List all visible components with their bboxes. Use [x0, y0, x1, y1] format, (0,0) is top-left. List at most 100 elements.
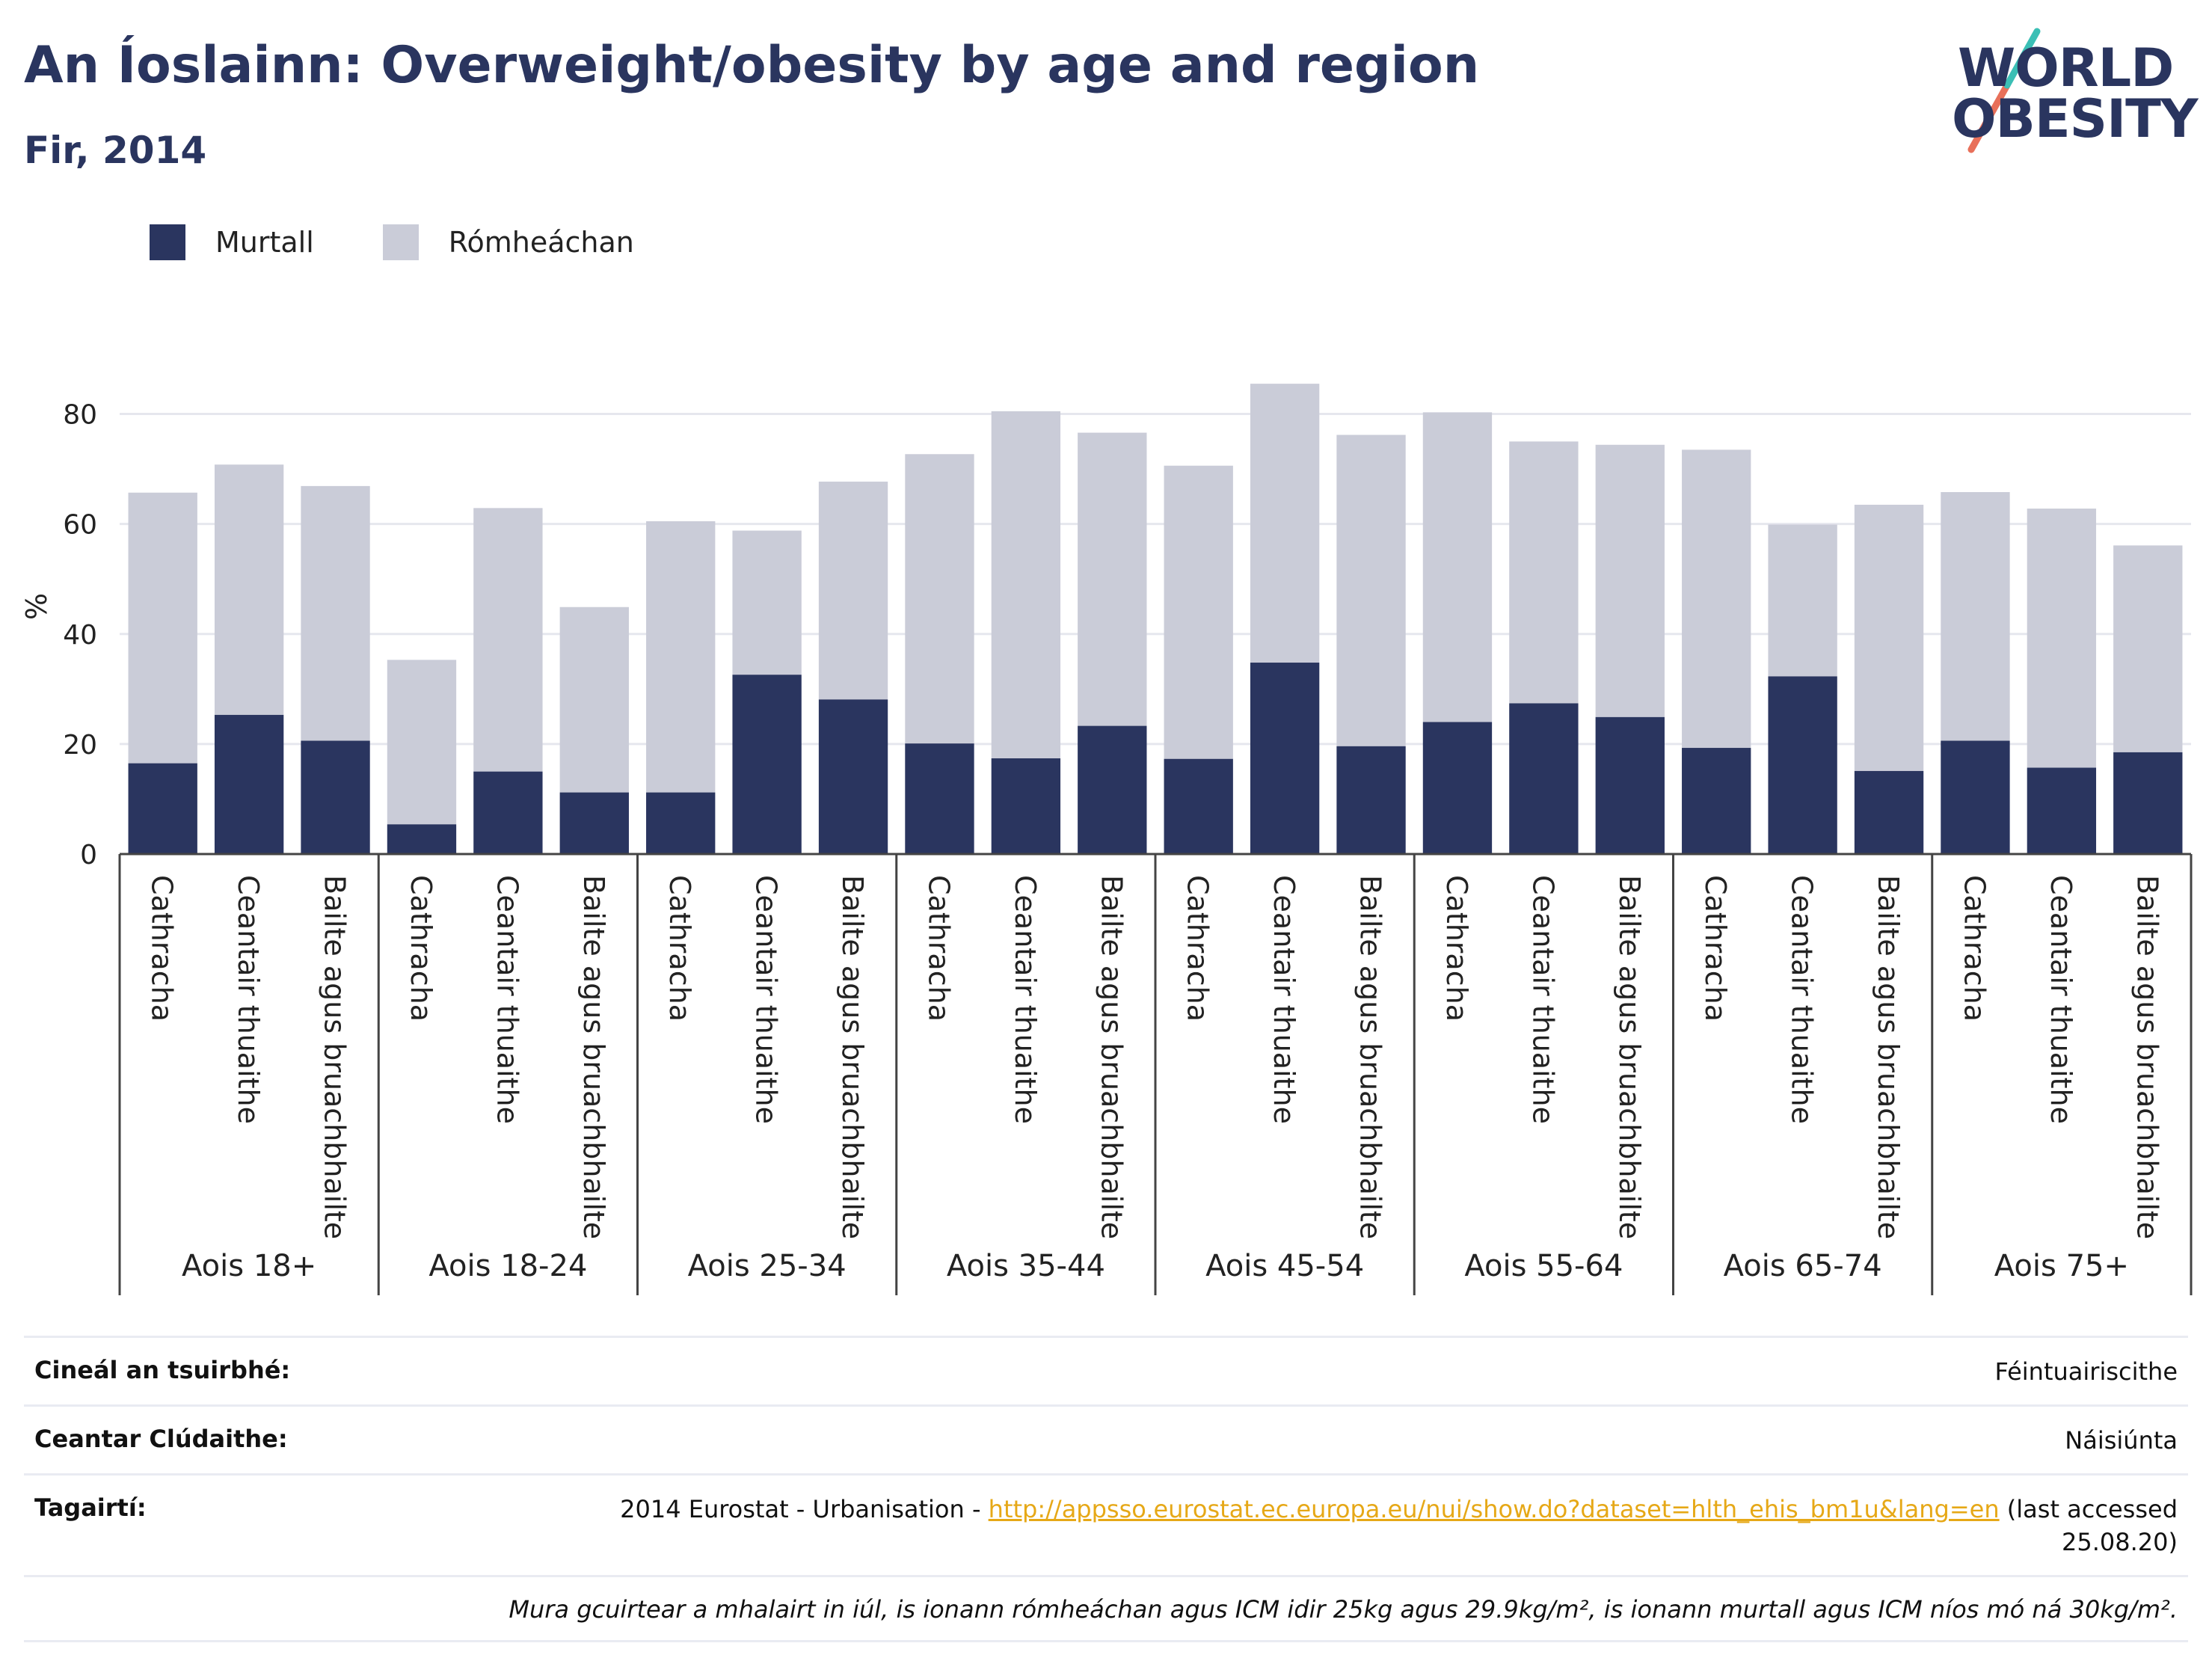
bar-overweight — [301, 485, 370, 741]
bar-overweight — [2113, 545, 2183, 752]
group-label: Aois 45-54 — [1205, 1249, 1364, 1283]
bar-overweight — [905, 454, 974, 744]
page-subtitle: Fir, 2014 — [24, 129, 207, 172]
bar-overweight — [473, 508, 543, 772]
x-tick-label: Cathracha — [1699, 875, 1732, 1022]
x-tick-label: Bailte agus bruachbhailte — [836, 875, 869, 1239]
x-tick-label: Bailte agus bruachbhailte — [1095, 875, 1128, 1239]
group-label: Aois 25-34 — [688, 1249, 847, 1283]
bar-overweight — [559, 607, 629, 793]
bar-obese — [214, 714, 284, 854]
legend-label-obese: Murtall — [215, 226, 314, 259]
logo-line1: WORLD — [1958, 37, 2174, 99]
x-tick-label: Ceantair thuaithe — [1009, 875, 1042, 1124]
y-tick-label: 80 — [63, 400, 97, 431]
bar-overweight — [1250, 384, 1320, 663]
survey-type-value: Féintuairiscithe — [1994, 1357, 2178, 1386]
group-label: Aois 65-74 — [1724, 1249, 1882, 1283]
x-tick-label: Cathracha — [146, 875, 179, 1022]
bar-obese — [1509, 703, 1579, 854]
stacked-bar-chart: 0 20 40 60 80% Cathracha Ceantair thuaithe Bail… — [20, 384, 2193, 1295]
group-label: Aois 18+ — [182, 1249, 316, 1283]
y-tick-label: 0 — [80, 840, 97, 871]
x-tick-label: Ceantair thuaithe — [232, 875, 265, 1124]
bar-obese — [1854, 770, 1924, 854]
legend-swatch-overweight — [382, 224, 419, 260]
world-obesity-logo: WORLD OBESITY — [1944, 21, 2199, 156]
bar-obese — [1250, 663, 1320, 854]
x-tick-label: Ceantair thuaithe — [750, 875, 783, 1124]
bar-obese — [2113, 752, 2183, 854]
bar-overweight — [1336, 435, 1406, 746]
x-tick-label: Cathracha — [405, 875, 437, 1022]
legend-item-obese[interactable]: Murtall — [150, 224, 314, 260]
bar-overweight — [732, 530, 802, 675]
x-tick-label: Cathracha — [922, 875, 955, 1022]
bar-overweight — [1509, 441, 1579, 704]
bar-obese — [1595, 716, 1665, 854]
logo-slash-icon — [1967, 28, 2041, 153]
bar-overweight — [1682, 449, 1751, 749]
coverage-value: Náisiúnta — [2065, 1426, 2178, 1455]
bar-overweight — [646, 521, 716, 793]
x-tick-label: Cathracha — [1958, 875, 1991, 1022]
bar-overweight — [1854, 504, 1924, 771]
bar-obese — [1336, 746, 1406, 854]
bar-obese — [559, 792, 629, 854]
bar-obese — [387, 824, 457, 854]
bar-obese — [1768, 676, 1837, 854]
x-tick-label: Ceantair thuaithe — [2044, 875, 2077, 1124]
bar-overweight — [1078, 432, 1147, 726]
coverage-label: Ceantar Clúdaithe: — [34, 1425, 288, 1454]
bar-overweight — [387, 660, 457, 825]
x-tick-label: Ceantair thuaithe — [1268, 875, 1300, 1124]
bar-overweight — [2027, 509, 2097, 768]
references-prefix: 2014 Eurostat - Urbanisation - — [620, 1495, 989, 1524]
group-label: Aois 75+ — [1994, 1249, 2129, 1283]
group-label: Aois 35-44 — [947, 1249, 1105, 1283]
bar-overweight — [1941, 492, 2010, 741]
bar-overweight — [818, 482, 888, 700]
info-row-references: Tagairtí: 2014 Eurostat - Urbanisation -… — [24, 1473, 2188, 1574]
references-label: Tagairtí: — [34, 1493, 147, 1523]
x-tick-label: Bailte agus bruachbhailte — [1613, 875, 1646, 1239]
info-row-coverage: Ceantar Clúdaithe: Náisiúnta — [24, 1404, 2188, 1473]
bar-overweight — [991, 411, 1061, 759]
info-row-note: Mura gcuirtear a mhalairt in iúl, is ion… — [24, 1574, 2188, 1642]
bar-obese — [1682, 748, 1751, 854]
bar-overweight — [1768, 524, 1837, 677]
bar-obese — [1164, 758, 1233, 854]
survey-type-label: Cineál an tsuirbhé: — [34, 1356, 291, 1384]
x-tick-label: Bailte agus bruachbhailte — [1872, 875, 1905, 1239]
bar-obese — [905, 743, 974, 854]
chart-legend: Murtall Rómheáchan — [150, 223, 669, 262]
legend-swatch-obese — [150, 224, 185, 260]
group-label: Aois 55-64 — [1464, 1249, 1623, 1283]
x-tick-label: Ceantair thuaithe — [1786, 875, 1819, 1124]
bar-obese — [732, 675, 802, 854]
bar-obese — [818, 699, 888, 854]
bar-obese — [1422, 722, 1493, 854]
bar-obese — [1078, 725, 1147, 854]
bar-overweight — [128, 492, 197, 764]
bar-obese — [128, 763, 197, 854]
bar-overweight — [214, 464, 284, 715]
x-tick-label: Bailte agus bruachbhailte — [2130, 875, 2163, 1239]
bar-obese — [301, 740, 370, 854]
references-link[interactable]: http://appsso.eurostat.ec.europa.eu/nui/… — [988, 1495, 2000, 1524]
x-tick-label: Ceantair thuaithe — [491, 875, 523, 1124]
y-tick-label: 60 — [63, 510, 97, 541]
x-tick-label: Cathracha — [1440, 875, 1473, 1022]
y-tick-label: 40 — [63, 620, 97, 651]
info-row-survey-type: Cineál an tsuirbhé: Féintuairiscithe — [24, 1336, 2188, 1404]
bar-overweight — [1595, 444, 1665, 717]
references-value: 2014 Eurostat - Urbanisation - http://ap… — [532, 1493, 2178, 1558]
bar-overweight — [1164, 465, 1233, 759]
logo-line2: OBESITY — [1952, 88, 2199, 150]
x-tick-label: Ceantair thuaithe — [1526, 875, 1559, 1124]
y-axis-label: % — [20, 593, 53, 620]
x-tick-label: Bailte agus bruachbhailte — [319, 875, 351, 1239]
legend-item-overweight[interactable]: Rómheáchan — [382, 224, 634, 260]
page-title: An Íoslainn: Overweight/obesity by age a… — [24, 36, 1480, 95]
group-label: Aois 18-24 — [428, 1249, 587, 1283]
